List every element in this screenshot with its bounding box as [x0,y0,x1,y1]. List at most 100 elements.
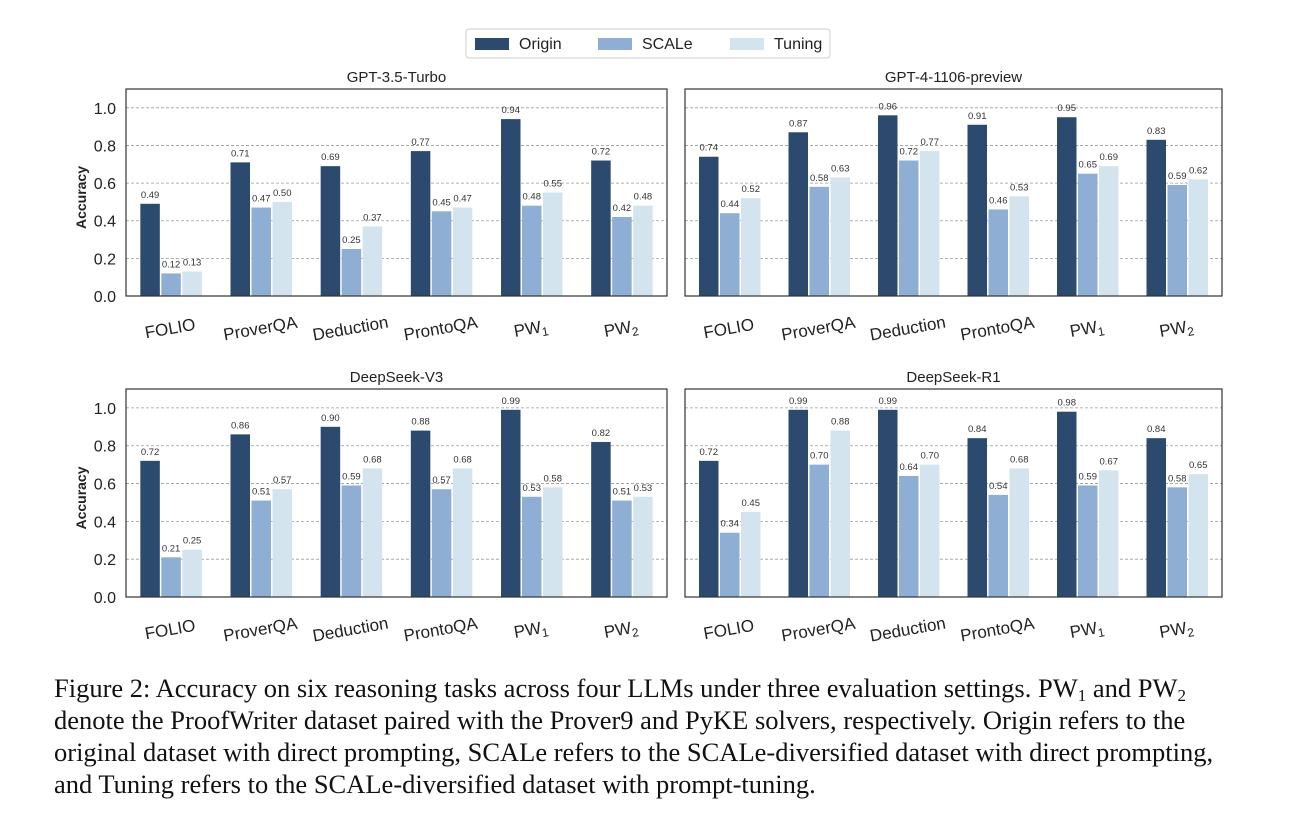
bar-tuning-prontoqa [452,468,473,597]
data-label: 0.58 [1168,473,1187,484]
legend-label-scale: SCALe [642,36,693,53]
x-tick-label: PW1 [1068,617,1106,645]
data-label: 0.77 [411,137,430,148]
bar-scale-pw1 [1078,173,1098,296]
data-label: 0.13 [183,258,202,269]
bar-origin-folio [140,203,160,296]
data-label: 0.72 [592,147,611,158]
bar-origin-deduction [878,115,898,296]
bar-origin-folio [699,460,719,597]
bar-tuning-folio [182,549,202,597]
bar-origin-pw2 [591,441,611,597]
bar-tuning-proverqa [272,489,292,597]
x-tick-label: ProverQA [222,614,299,646]
caption-label: Figure 2: [54,673,151,703]
legend-swatch-origin [475,38,509,50]
data-label: 0.59 [1079,471,1098,482]
chart-panel-1: GPT-3.5-Turbo 0.0 0.2 0.4 0.6 0.8 1.0 Accuracy 0… [73,69,668,345]
bar-tuning-proverqa [830,430,850,597]
data-label: 0.53 [634,483,653,494]
data-label: 0.45 [742,498,761,509]
y-tick-label: 0.4 [94,514,116,531]
bar-origin-pw2 [591,160,611,296]
bar-scale-pw1 [522,496,542,597]
data-label: 0.86 [231,420,250,431]
bar-scale-deduction [899,160,919,296]
x-tick-label: PW2 [603,316,641,344]
bar-tuning-pw2 [633,496,653,597]
plot-frame [684,88,1223,297]
y-tick-label: 0.6 [94,176,116,193]
bar-scale-folio [161,557,181,597]
bar-origin-pw2 [1146,139,1166,296]
bar-scale-pw2 [1167,487,1187,597]
legend-swatch-tuning [730,38,764,50]
data-label: 0.54 [989,481,1008,492]
bar-tuning-folio [182,271,202,296]
data-label: 0.62 [1189,165,1208,176]
x-tick-label: Deduction [868,313,947,345]
bar-origin-pw1 [1057,411,1077,597]
data-label: 0.72 [141,447,160,458]
bar-scale-prontoqa [988,209,1008,296]
bar-scale-folio [161,273,181,296]
data-label: 0.94 [502,105,521,116]
legend-label-origin: Origin [519,36,562,53]
bar-scale-deduction [899,475,919,597]
y-tick-label: 0.6 [94,477,116,494]
data-label: 0.68 [363,454,382,465]
x-tick-label: PW1 [512,316,550,344]
x-tick-label: FOLIO [702,616,756,644]
x-tick-label: FOLIO [143,315,197,343]
chart-panels: GPT-3.5-Turbo 0.0 0.2 0.4 0.6 0.8 1.0 Accuracy 0… [73,69,1223,646]
caption-subscript-1: 1 [1077,686,1087,705]
bar-scale-prontoqa [431,211,452,296]
data-label: 0.68 [453,454,472,465]
y-tick-label: 0.8 [94,138,116,155]
bar-scale-deduction [341,248,362,296]
bar-scale-pw2 [612,500,632,597]
x-tick-label: ProverQA [222,313,299,345]
data-label: 0.57 [273,475,292,486]
data-label: 0.21 [162,543,181,554]
data-label: 0.51 [252,487,271,498]
bar-tuning-prontoqa [452,207,473,296]
bar-tuning-pw1 [543,487,563,597]
bar-scale-pw2 [612,216,632,296]
x-tick-label: PW2 [1158,316,1196,344]
x-tick-label: ProverQA [780,614,857,646]
x-tick-label: ProverQA [780,313,857,345]
data-label: 0.34 [721,519,740,530]
data-label: 0.12 [162,259,181,270]
bar-tuning-prontoqa [1009,468,1029,597]
data-label: 0.63 [831,163,850,174]
x-tick-label: FOLIO [143,616,197,644]
bar-origin-pw1 [1057,117,1077,297]
bar-tuning-proverqa [272,201,292,296]
x-tick-label: ProntoQA [402,313,479,345]
x-tick-label: ProntoQA [959,313,1036,345]
data-label: 0.55 [544,179,563,190]
data-label: 0.65 [1079,160,1098,171]
y-tick-label: 0.0 [94,289,116,306]
bar-tuning-deduction [362,468,383,597]
bar-origin-proverqa [788,132,808,296]
data-label: 0.87 [789,118,808,129]
data-label: 0.96 [879,101,898,112]
bar-scale-proverqa [251,500,271,597]
x-tick-label: PW2 [603,617,641,645]
x-tick-label: ProntoQA [959,614,1036,646]
bar-scale-deduction [341,485,362,597]
bar-origin-deduction [878,409,898,597]
data-label: 0.42 [613,203,632,214]
bar-tuning-deduction [920,151,940,296]
data-label: 0.90 [321,413,340,424]
data-label: 0.48 [523,192,542,203]
chart-panel-4: DeepSeek-R1 0.72 0.340.45 FOLIO 0.99 0.70 0.88… [684,369,1223,646]
data-label: 0.58 [810,173,829,184]
bar-tuning-pw1 [1099,470,1119,597]
bar-scale-proverqa [809,186,829,296]
y-axis-label: Accuracy [73,166,89,229]
panel-title: DeepSeek-R1 [906,369,1000,386]
x-tick-label: Deduction [868,614,947,646]
